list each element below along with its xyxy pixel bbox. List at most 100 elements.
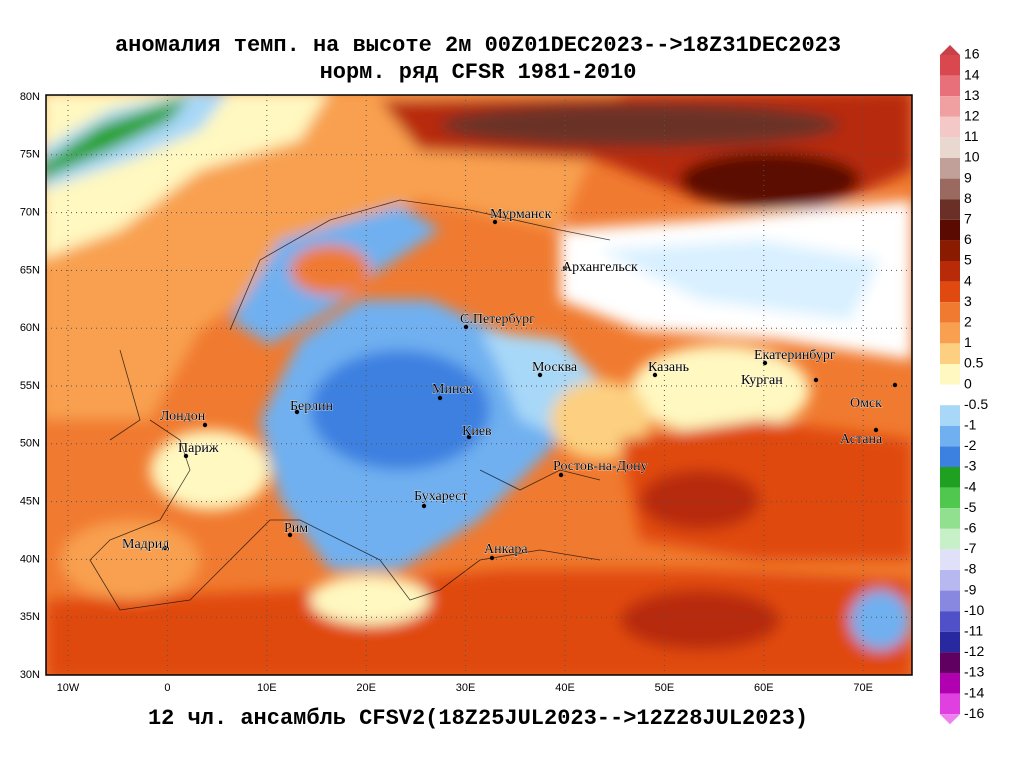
city-label: С.Петербург [460,312,535,327]
city-dot [437,395,443,401]
colorbar-label: -0.5 [964,396,988,412]
colorbar-box [940,158,960,179]
colorbar-box [940,219,960,241]
city-label: Курган [741,373,783,388]
colorbar-label: 6 [964,231,972,247]
lon-label: 0 [164,682,170,694]
colorbar-label: 14 [964,66,980,82]
colorbar-label: -10 [964,602,984,618]
colorbar-box [940,281,960,303]
colorbar-box [940,55,960,76]
lon-label: 10E [257,682,277,694]
colorbar-label: 4 [964,272,972,288]
city-label: Астана [840,432,883,447]
colorbar-box [940,631,960,653]
city-dot [652,372,658,378]
city-label: Екатеринбург [754,348,836,363]
title-line-2: норм. ряд CFSR 1981-2010 [320,60,637,85]
colorbar-box [940,322,960,344]
city-label: Мадрид [122,537,169,552]
colorbar-box [940,590,960,612]
graticule [46,95,912,675]
lat-label: 55N [20,380,40,392]
colorbar-label: 1 [964,334,972,350]
colorbar-label: -1 [964,417,977,433]
colorbar-label: -16 [964,705,984,721]
city-dot [562,265,568,271]
colorbar-label: -11 [964,623,983,639]
colorbar-label: 5 [964,252,972,268]
city-label: Анкара [484,542,528,557]
colorbar-box [940,693,960,715]
lon-label: 50E [655,682,675,694]
colorbar-label: 3 [964,293,972,309]
city-dot [873,427,879,433]
lon-label: 70E [853,682,873,694]
city-dot [162,545,168,551]
city-dot [183,453,189,459]
city-label: Минск [432,382,473,397]
city-dot [892,382,898,388]
city-dot [492,219,498,225]
anomaly-field [46,95,912,675]
colorbar-box [940,240,960,261]
city-dot [463,324,469,330]
city-dot [558,472,564,478]
colorbar-label: -13 [964,664,984,680]
colorbar-box [940,673,960,694]
colorbar-label: 12 [964,108,980,124]
lat-label: 40N [20,553,40,565]
colorbar-label: -14 [964,684,984,700]
city-dot [294,409,300,415]
lat-label: 80N [20,91,40,103]
colorbar-label: -12 [964,643,984,659]
title-line-1: аномалия темп. на высоте 2м 00Z01DEC2023… [115,33,841,58]
colorbar-label: 2 [964,314,972,330]
colorbar-label: -7 [964,540,977,556]
labels: 10W 0 10E 20E 30E 40E 50E 60E 70E 80N 75N 70N 65N 60N… [20,45,988,725]
colorbar-box [940,425,960,447]
colorbar-label: 0.5 [964,355,984,371]
colorbar-label: 13 [964,87,980,103]
colorbar-box [940,549,960,570]
colorbar-label: -6 [964,520,977,536]
colorbar-box [940,137,960,158]
colorbar-label: -3 [964,458,977,474]
colorbar-box [940,611,960,632]
lon-label: 30E [456,682,476,694]
city-label: Киев [462,424,492,439]
colorbar-box [940,116,960,138]
lon-label: 10W [57,682,80,694]
lat-label: 35N [20,611,40,623]
city-dot [202,422,208,428]
lon-label: 40E [555,682,575,694]
colorbar-box [940,384,960,406]
colorbar-box [940,446,960,467]
colorbar-label: -2 [964,437,977,453]
colorbar-box [940,261,960,282]
city-label: Мурманск [490,207,552,222]
colorbar-box [940,467,960,488]
lat-label: 75N [20,149,40,161]
city-label: Казань [648,360,689,375]
colorbar-label: -5 [964,499,977,515]
colorbar-label: 11 [964,128,979,144]
lat-label: 45N [20,496,40,508]
colorbar-arrow [940,714,960,725]
lat-label: 70N [20,207,40,219]
colorbar-label: 16 [964,46,980,62]
city-dot [287,532,293,538]
city-dot [466,434,472,440]
colorbar-box [940,528,960,550]
city-label: Архангельск [562,260,638,275]
colorbar-box [940,570,960,591]
lon-label: 20E [356,682,376,694]
colorbar-box [940,487,960,509]
colorbar-label: 0 [964,375,972,391]
colorbar-label: 10 [964,149,980,165]
colorbar-box [940,405,960,426]
colorbar-arrow [940,45,960,55]
lat-label: 65N [20,264,40,276]
city-dot [762,360,768,366]
